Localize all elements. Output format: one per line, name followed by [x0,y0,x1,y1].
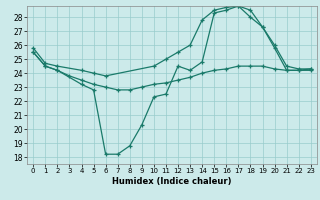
X-axis label: Humidex (Indice chaleur): Humidex (Indice chaleur) [112,177,232,186]
